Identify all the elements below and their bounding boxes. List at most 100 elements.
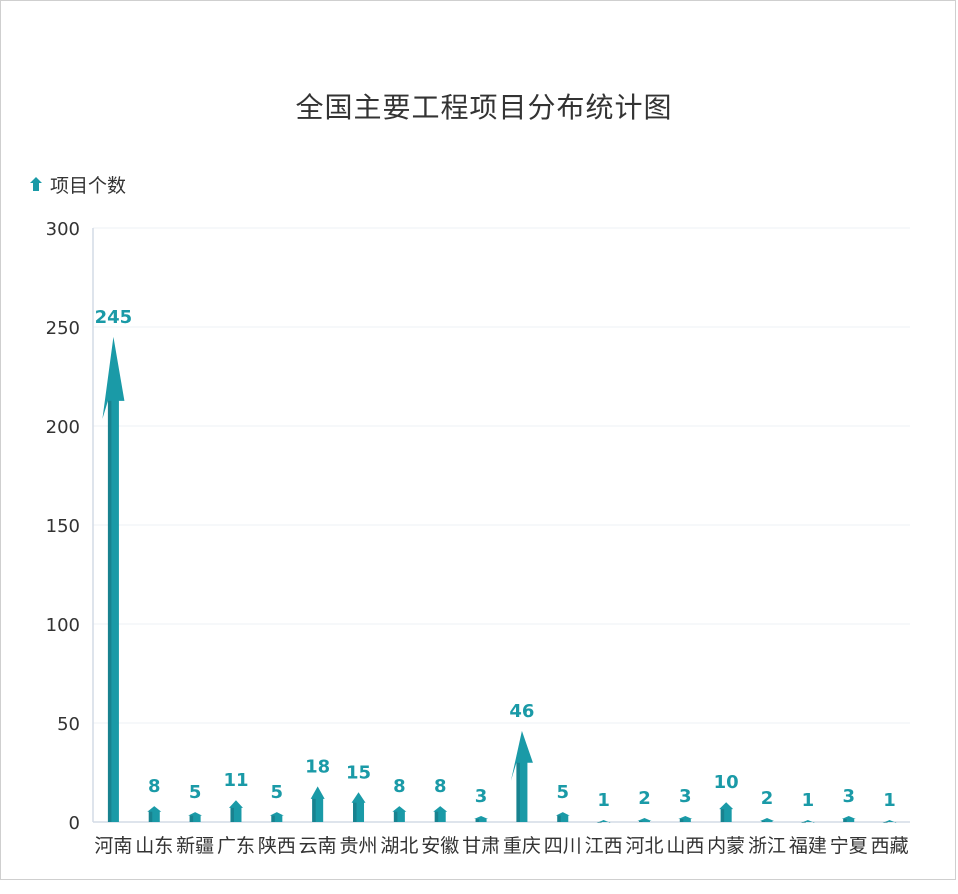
data-label: 3 (679, 786, 692, 807)
bar[interactable] (678, 816, 693, 822)
data-label: 10 (714, 772, 739, 793)
bar-shade (679, 819, 684, 822)
chart-title: 全国主要工程项目分布统计图 (295, 91, 673, 124)
x-tick-label: 山东 (135, 835, 173, 857)
data-label: 2 (638, 788, 651, 809)
x-tick-label: 贵州 (340, 835, 378, 857)
bar-shade (434, 811, 439, 822)
y-tick-label: 50 (57, 714, 80, 735)
bar[interactable] (510, 730, 533, 822)
data-label: 8 (434, 776, 447, 797)
bar[interactable] (310, 786, 325, 822)
bar[interactable] (392, 806, 407, 822)
x-tick-label: 云南 (299, 835, 337, 857)
bar-shade (638, 821, 643, 822)
bar-body[interactable] (637, 818, 652, 822)
bar-shade (475, 819, 480, 822)
x-tick-label: 内蒙 (707, 835, 745, 857)
x-tick-label: 宁夏 (830, 835, 868, 857)
bar-shade (312, 798, 316, 822)
bar[interactable] (102, 336, 125, 822)
x-tick-label: 山西 (666, 835, 704, 857)
data-label: 245 (95, 307, 133, 328)
bar[interactable] (433, 806, 448, 822)
bar-shade (557, 815, 561, 822)
y-tick-label: 200 (46, 417, 80, 438)
bar-body[interactable] (760, 818, 775, 822)
bar-shade (516, 762, 520, 822)
bar[interactable] (188, 812, 203, 822)
bar-shade (720, 809, 725, 822)
bar-shade (802, 822, 806, 824)
bar[interactable] (596, 820, 611, 824)
bar-shade (393, 811, 398, 822)
bar[interactable] (147, 806, 162, 822)
x-tick-label: 湖北 (380, 835, 418, 857)
bar[interactable] (474, 816, 489, 822)
legend[interactable]: 项目个数 (30, 172, 127, 197)
data-label: 1 (883, 790, 896, 811)
legend-arrow-icon (30, 177, 42, 191)
bar[interactable] (719, 802, 734, 822)
bar-shade (353, 802, 357, 822)
bar[interactable] (228, 800, 243, 822)
y-tick-label: 250 (46, 318, 80, 339)
bar[interactable] (351, 792, 366, 822)
data-label: 1 (597, 790, 610, 811)
bar[interactable] (555, 812, 570, 822)
x-tick-label: 陕西 (258, 835, 296, 857)
legend-label: 项目个数 (50, 174, 127, 197)
data-label: 8 (148, 776, 161, 797)
data-label: 11 (223, 770, 248, 791)
y-tick-label: 0 (69, 813, 80, 834)
bar-body[interactable] (596, 820, 611, 824)
x-tick-label: 安徽 (421, 835, 459, 857)
bar[interactable] (637, 818, 652, 822)
bar-body[interactable] (882, 820, 897, 824)
x-tick-label: 重庆 (503, 835, 541, 857)
x-tick-label: 福建 (789, 835, 827, 857)
y-tick-label: 150 (46, 516, 80, 537)
data-label: 1 (802, 790, 815, 811)
bar-shade (271, 815, 275, 822)
bar-shade (107, 400, 112, 822)
x-tick-label: 四川 (544, 835, 582, 857)
bar[interactable] (841, 816, 856, 822)
data-label: 46 (509, 701, 534, 722)
bar-shade (189, 815, 194, 822)
data-label: 5 (189, 782, 202, 803)
data-label: 5 (271, 782, 284, 803)
data-label: 3 (842, 786, 855, 807)
bar-body[interactable] (800, 820, 815, 824)
bar-shade (884, 822, 888, 824)
bar[interactable] (882, 820, 897, 824)
bar-shade (843, 819, 847, 822)
y-tick-label: 300 (46, 219, 80, 240)
data-label: 5 (557, 782, 570, 803)
bar-shade (598, 822, 602, 824)
data-label: 3 (475, 786, 488, 807)
bar[interactable] (269, 812, 284, 822)
bar-body[interactable] (510, 730, 533, 822)
bar-body[interactable] (102, 336, 125, 822)
x-tick-label: 甘肃 (462, 835, 500, 857)
data-label: 18 (305, 756, 330, 777)
x-tick-label: 河北 (625, 835, 663, 857)
bar-shade (148, 811, 153, 822)
x-tick-label: 河南 (94, 835, 132, 857)
y-tick-label: 100 (46, 615, 80, 636)
x-tick-label: 广东 (217, 835, 255, 857)
x-tick-label: 西藏 (871, 835, 909, 857)
bar-shade (230, 807, 234, 822)
bar-shade (761, 821, 766, 822)
x-tick-label: 浙江 (748, 835, 786, 857)
data-label: 15 (346, 762, 371, 783)
bar[interactable] (800, 820, 815, 824)
bar[interactable] (760, 818, 775, 822)
data-label: 8 (393, 776, 406, 797)
x-tick-label: 江西 (585, 835, 623, 857)
x-tick-label: 新疆 (176, 835, 214, 857)
data-label: 2 (761, 788, 774, 809)
